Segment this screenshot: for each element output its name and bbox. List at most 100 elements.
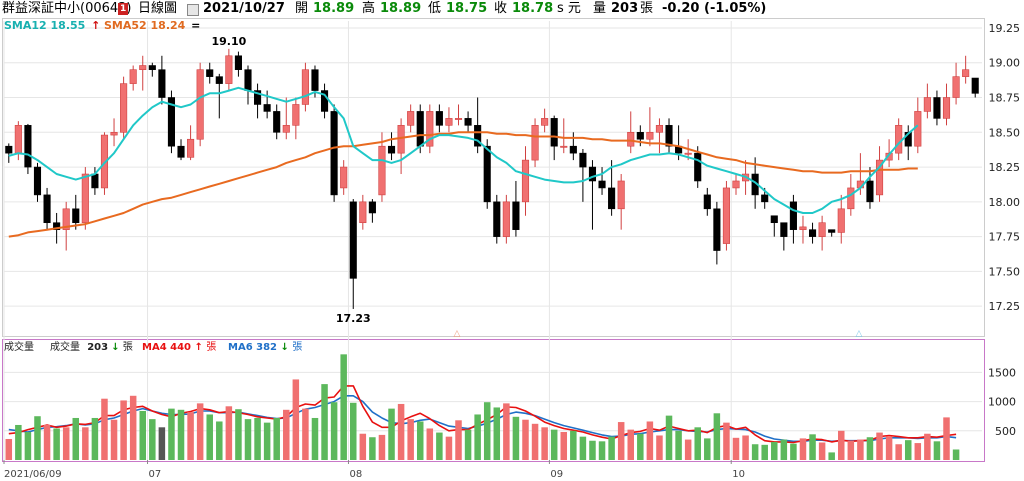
candle-up [340,166,348,189]
volume-bar-down [436,432,443,460]
volume-bar-up [378,434,386,460]
volume-bar-down [512,416,520,460]
candle-down [761,194,769,203]
candle-down [263,104,271,112]
candle-down [608,187,616,210]
volume-bar-up [110,419,118,460]
candle-down [770,215,778,224]
candle-up [397,125,405,154]
volume-bar-down [263,422,271,460]
candle-up [818,222,826,237]
candle-up [225,55,233,84]
volume-bar-up [627,429,634,460]
candles [5,48,979,309]
volume-bar-up [723,422,730,460]
volume-bar-down [550,429,558,460]
volume-bar-up [120,400,127,460]
volume-bar-down [952,449,960,460]
volume-panel-border [2,339,985,462]
candle-up [799,226,807,230]
price-annotation: 17.23 [336,312,371,325]
candle-down [569,145,577,154]
volume-bar-up [876,432,883,460]
candle-up [923,97,931,112]
candle-down [512,201,520,230]
price-tick-label: 18.25 [989,161,1021,174]
candle-down [483,145,491,203]
volume-bar-down [72,417,80,460]
volume-bar-up [101,398,108,460]
volume-bar-up [129,395,137,460]
candle-down [33,166,42,196]
volume-bar-up [847,440,855,460]
candle-down [636,131,644,140]
date-tick-label: 08 [349,469,362,480]
volume-unit: 張 [640,1,654,16]
volume-bar-up [943,417,950,460]
candle-down [215,76,223,84]
candle-up [187,138,195,158]
ma6-arrow: ↓ [281,342,289,353]
volume-bar-up [503,403,510,460]
price-annotation: 19.10 [211,35,246,48]
date-tick-label: 2021/06/09 [4,469,62,480]
volume-bar-down [771,441,778,460]
volume-bar-up [522,419,529,460]
candle-down [349,201,357,279]
period-label[interactable]: 日線圖 [138,1,178,16]
volume-bar-down [474,414,481,460]
price-axis: 19.25 19.00 18.75 18.50 18.25 18.00 17.75 17.50… [989,22,1021,313]
price-change: -0.20 (-1.05%) [662,1,767,16]
moving-averages [8,86,957,444]
candle-up [407,111,415,126]
volume-bar-down [933,441,941,460]
volume-bar-down [235,409,242,460]
volume-bar-down [713,413,721,460]
candle-down [273,111,281,133]
vol-legend-label: 成交量 [50,340,80,353]
sma52-line [8,131,918,238]
volume-bars [5,354,960,460]
volume-bar-down [761,444,768,460]
candle-down [828,229,836,233]
volume-label: 量 [593,1,607,16]
candle-up [895,125,903,154]
volume-tick-label: 1500 [988,366,1016,379]
volume-bar-down [570,430,577,460]
price-annotations: 19.10 17.23 [211,35,370,325]
volume-bar-down [311,417,319,460]
candle-down [330,111,338,196]
candle-down [713,208,721,251]
calendar-icon[interactable] [187,4,199,16]
candle-up [62,208,70,230]
candle-down [244,69,252,91]
date-tick-label: 10 [732,469,745,480]
volume-bar-up [914,443,922,460]
alert-badge[interactable]: 1 [118,3,129,15]
volume-bar-down [254,417,261,460]
candle-down [43,194,51,224]
triangle-marker-oct: △ [856,329,863,339]
open-value: 18.89 [313,1,355,16]
candle-down [158,69,166,98]
volume-bar-down [579,436,587,460]
volume-bar-down [790,443,797,460]
vol-legend-value: 203 [87,342,108,353]
volume-bar-down [589,440,596,460]
price-tick-label: 18.75 [989,92,1021,105]
volume-bar-up [187,412,194,460]
candle-down [579,152,587,168]
candle-down [167,97,176,147]
volume-bar-up [225,406,233,460]
volume-bar-down [158,427,166,460]
candle-up [14,125,22,154]
price-tick-label: 18.00 [989,196,1021,209]
close-label: 收 [494,1,508,16]
volume-tick-label: 1000 [988,396,1016,409]
candle-down [933,97,941,119]
candle-down [206,69,214,77]
candle-up [282,125,290,133]
volume-bar-down [340,354,347,460]
